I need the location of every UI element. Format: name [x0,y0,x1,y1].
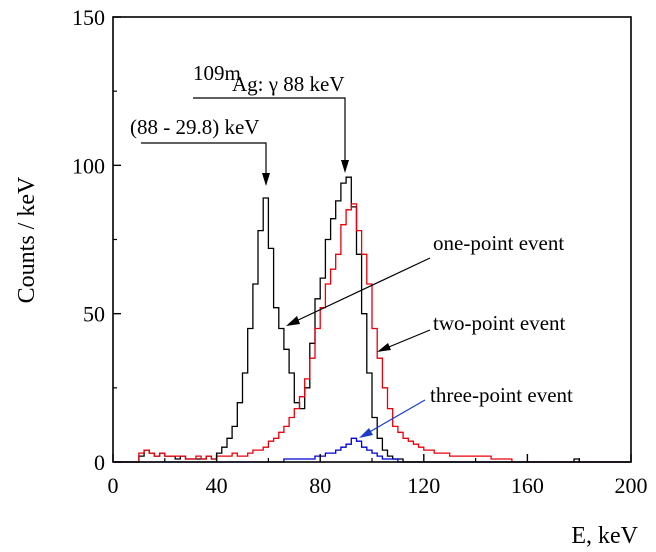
annotation-ag-pointer [193,97,346,170]
y-tick-label-1: 50 [83,302,105,327]
x-tick-label-0: 0 [108,473,119,498]
x-tick-label-2: 80 [309,473,331,498]
y-tick-label-2: 100 [72,153,105,178]
y-tick-label-0: 0 [94,450,105,475]
y-tick-label-3: 150 [72,5,105,30]
annotation-escape-peak-label: (88 - 29.8) keV [130,115,259,139]
x-tick-label-3: 120 [407,473,440,498]
axis-ticks: 0 40 80 120 160 200 0 50 100 150 [72,5,648,498]
x-tick-label-5: 200 [615,473,648,498]
annotation-one-point-arrowhead [286,316,300,326]
x-axis-title: E, keV [571,523,638,549]
x-tick-label-4: 160 [511,473,544,498]
annotation-one-point-pointer [293,257,431,323]
annotation-three-point: three-point event [359,383,573,438]
x-tick-label-1: 40 [206,473,228,498]
annotation-three-point-arrowhead [359,428,373,438]
annotation-three-point-pointer [365,399,426,435]
series-line-1 [113,203,631,463]
annotation-one-point-label: one-point event [433,231,564,255]
annotation-ag-109m-superscript: 109m [193,61,241,85]
annotation-escape-arrowhead [262,173,270,186]
annotation-escape-pointer [141,142,267,183]
annotation-ag-88kev: Ag: γ 88 keV [232,72,345,96]
annotation-two-point-arrowhead [377,343,391,352]
annotation-ag-arrowhead [341,160,349,173]
annotation-two-point-label: two-point event [433,311,566,335]
annotation-escape-peak: (88 - 29.8) keV [130,115,270,186]
annotation-two-point-pointer [383,329,431,350]
y-axis-title: Counts / keV [14,176,40,303]
annotation-three-point-label: three-point event [430,383,573,407]
annotation-one-point: one-point event [286,231,564,326]
series-line-0 [113,176,631,463]
annotation-ag-line: 109m Ag: γ 88 keV [193,61,349,173]
annotation-two-point: two-point event [377,311,566,352]
